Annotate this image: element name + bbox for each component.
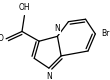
Text: N: N	[46, 72, 52, 80]
Text: Br: Br	[101, 29, 109, 38]
Text: O: O	[0, 34, 4, 43]
Text: N: N	[55, 24, 60, 33]
Text: OH: OH	[19, 3, 30, 12]
